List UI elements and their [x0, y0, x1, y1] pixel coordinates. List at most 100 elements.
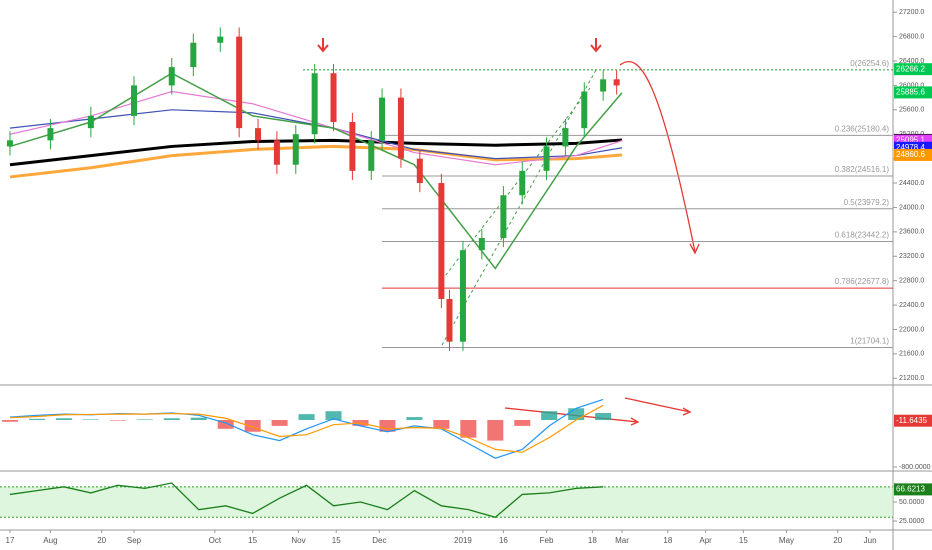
price-tag-label: 25095.1 [896, 136, 925, 145]
x-tick-label: Dec [372, 536, 386, 545]
candle-body [613, 79, 620, 86]
x-tick-label: 18 [588, 536, 597, 545]
x-tick-label: Feb [540, 536, 554, 545]
y-tick-label: 22800.0 [899, 278, 924, 285]
y-tick-label: 23200.0 [899, 253, 924, 260]
candle-body [217, 36, 224, 43]
histogram-bar [244, 420, 261, 432]
candle-body [438, 183, 445, 299]
histogram-bar [406, 417, 423, 421]
y-tick-label: -800.0000 [899, 464, 931, 471]
y-tick-label: 25600.0 [899, 107, 924, 114]
histogram-bar [109, 420, 126, 421]
y-tick-label: 25.0000 [899, 518, 924, 525]
x-tick-label: 18 [663, 536, 672, 545]
price-tag [894, 483, 932, 496]
histogram-bar [568, 408, 585, 421]
x-tick-label: Apr [699, 536, 712, 545]
candle-body [190, 42, 197, 68]
candle-body [236, 36, 243, 129]
x-tick-label: 15 [248, 536, 257, 545]
x-tick-label: Nov [291, 536, 305, 545]
candle-body [562, 128, 569, 147]
y-tick-label: 22000.0 [899, 326, 924, 333]
price-tag [894, 148, 932, 161]
macd-arrow [624, 397, 692, 416]
price-tag-label: 26266.2 [896, 64, 925, 73]
y-tick-label: 24000.0 [899, 204, 924, 211]
candle-body [600, 79, 607, 92]
fib-label: 0.618(23442.2) [835, 231, 890, 240]
rsi-band [0, 486, 893, 518]
rsi-line [9, 482, 604, 518]
histogram-bar [379, 420, 396, 432]
histogram-bar [55, 418, 72, 421]
histogram-bar [298, 414, 315, 421]
price-tag [894, 414, 932, 427]
candle-body [379, 97, 386, 141]
histogram-bar [82, 419, 99, 421]
candle-body [459, 250, 466, 342]
price-tag-label: 24860.6 [896, 150, 925, 159]
candle-body [478, 237, 485, 251]
x-tick-label: Aug [43, 536, 57, 545]
y-tick-label: 26000.0 [899, 82, 924, 89]
histogram-bar [28, 418, 45, 421]
candle-body [273, 140, 280, 165]
x-tick-label: 17 [6, 536, 15, 545]
candle-body [131, 85, 138, 116]
candle-body [500, 195, 507, 238]
x-tick-label: Mar [615, 536, 629, 545]
fib-label: 0.786(22677.8) [835, 277, 890, 286]
fib-label: 0.382(24516.1) [835, 165, 890, 174]
macd-line [9, 404, 604, 453]
candle-body [519, 170, 526, 196]
candle-body [397, 97, 404, 159]
candle-body [292, 134, 299, 165]
candle-body [168, 67, 175, 86]
histogram-bar [1, 420, 18, 422]
fib-label: 0.236(25180.4) [835, 125, 890, 134]
candle-body [416, 158, 423, 184]
y-tick-label: 23600.0 [899, 229, 924, 236]
x-tick-label: 15 [739, 536, 748, 545]
y-tick-label: 22400.0 [899, 302, 924, 309]
candle-body [6, 140, 13, 147]
channel [441, 69, 597, 346]
candle-body [47, 128, 54, 141]
candle-body [349, 122, 356, 171]
channel-line [441, 69, 597, 346]
histogram-bar [460, 420, 477, 438]
y-tick-label: 50.0000 [899, 499, 924, 506]
projection-arrow [619, 61, 700, 255]
candle-body [446, 298, 453, 342]
fib-label: 0(26254.6) [850, 59, 889, 68]
histogram-bar [541, 411, 558, 421]
x-tick-label: May [779, 536, 794, 545]
x-tick-label: 20 [833, 536, 842, 545]
y-tick-label: 21200.0 [899, 375, 924, 382]
x-tick-label: Oct [209, 536, 222, 545]
histogram-bar [514, 420, 531, 426]
x-tick-label: 16 [499, 536, 508, 545]
histogram-bar [325, 411, 342, 421]
down-arrow [590, 38, 602, 53]
histogram-bar [163, 418, 180, 421]
price-tag-label: -11.6435 [896, 416, 928, 425]
candle-body [368, 140, 375, 171]
histogram-bar [595, 412, 612, 421]
candle-body [255, 128, 262, 141]
y-tick-label: 24400.0 [899, 180, 924, 187]
y-tick-label: 26800.0 [899, 33, 924, 40]
moving-average [9, 138, 623, 167]
fib-label: 0.5(23979.2) [844, 198, 890, 207]
x-tick-label: 20 [97, 536, 106, 545]
price-tag-label: 25885.6 [896, 88, 925, 97]
y-tick-label: 21600.0 [899, 351, 924, 358]
histogram-bar [190, 417, 207, 421]
y-tick-label: 27200.0 [899, 9, 924, 16]
histogram-bar [271, 420, 288, 426]
candle-body [87, 115, 94, 129]
